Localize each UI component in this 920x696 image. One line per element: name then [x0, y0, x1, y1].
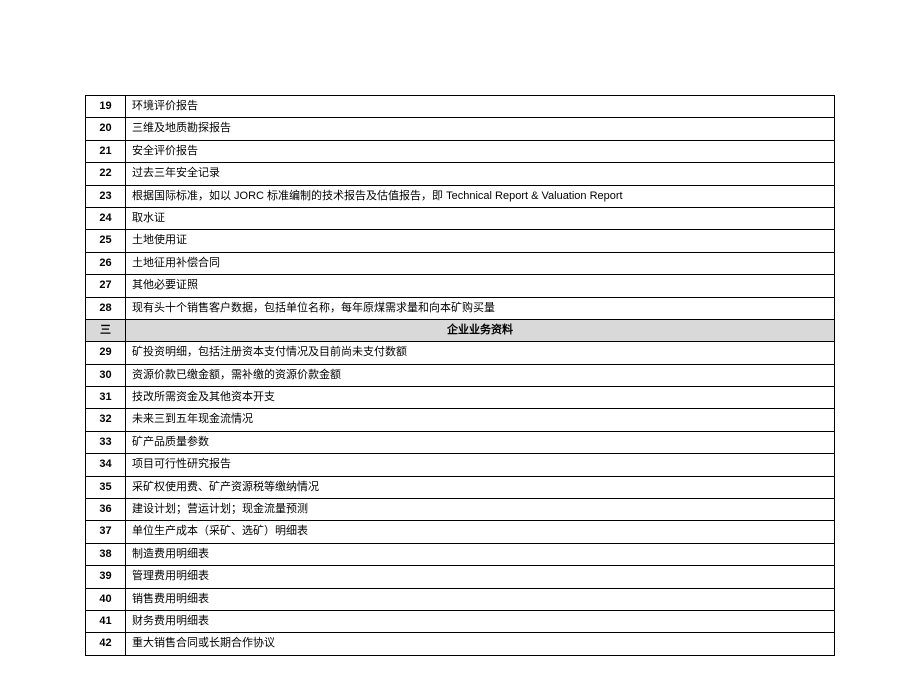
- table-row: 37单位生产成本（采矿、选矿）明细表: [86, 521, 835, 543]
- row-content: 未来三到五年现金流情况: [126, 409, 835, 431]
- table-row: 30资源价款已缴金额，需补缴的资源价款金额: [86, 364, 835, 386]
- table-row: 31技改所需资金及其他资本开支: [86, 387, 835, 409]
- row-content: 资源价款已缴金额，需补缴的资源价款金额: [126, 364, 835, 386]
- row-content: 根据国际标准，如以 JORC 标准编制的技术报告及估值报告，即 Technica…: [126, 185, 835, 207]
- table-row: 24取水证: [86, 207, 835, 229]
- row-content: 财务费用明细表: [126, 610, 835, 632]
- row-content: 环境评价报告: [126, 96, 835, 118]
- row-number: 42: [86, 633, 126, 655]
- table-row: 32未来三到五年现金流情况: [86, 409, 835, 431]
- table-row: 36建设计划；营运计划；现金流量预测: [86, 499, 835, 521]
- row-number: 23: [86, 185, 126, 207]
- row-content: 土地使用证: [126, 230, 835, 252]
- table-row: 34项目可行性研究报告: [86, 454, 835, 476]
- row-number: 28: [86, 297, 126, 319]
- row-number: 29: [86, 342, 126, 364]
- row-content: 技改所需资金及其他资本开支: [126, 387, 835, 409]
- table-row: 41财务费用明细表: [86, 610, 835, 632]
- row-number: 36: [86, 499, 126, 521]
- row-number: 38: [86, 543, 126, 565]
- row-content: 过去三年安全记录: [126, 163, 835, 185]
- row-content: 安全评价报告: [126, 140, 835, 162]
- table-row: 39管理费用明细表: [86, 566, 835, 588]
- document-table: 19环境评价报告20三维及地质勘探报告21安全评价报告22过去三年安全记录23根…: [85, 95, 835, 656]
- row-content: 销售费用明细表: [126, 588, 835, 610]
- row-number: 26: [86, 252, 126, 274]
- row-number: 40: [86, 588, 126, 610]
- section-number: 三: [86, 319, 126, 341]
- row-content: 采矿权使用费、矿产资源税等缴纳情况: [126, 476, 835, 498]
- table-row: 38制造费用明细表: [86, 543, 835, 565]
- table-row: 25土地使用证: [86, 230, 835, 252]
- table-row: 27其他必要证照: [86, 275, 835, 297]
- row-number: 41: [86, 610, 126, 632]
- row-content: 矿投资明细，包括注册资本支付情况及目前尚未支付数额: [126, 342, 835, 364]
- row-number: 39: [86, 566, 126, 588]
- table-row: 28现有头十个销售客户数据，包括单位名称，每年原煤需求量和向本矿购买量: [86, 297, 835, 319]
- row-number: 35: [86, 476, 126, 498]
- row-content: 项目可行性研究报告: [126, 454, 835, 476]
- row-content: 矿产品质量参数: [126, 431, 835, 453]
- row-content: 三维及地质勘探报告: [126, 118, 835, 140]
- row-number: 27: [86, 275, 126, 297]
- table-row: 21安全评价报告: [86, 140, 835, 162]
- table-row: 19环境评价报告: [86, 96, 835, 118]
- table-row: 33矿产品质量参数: [86, 431, 835, 453]
- table-row: 三企业业务资料: [86, 319, 835, 341]
- row-number: 19: [86, 96, 126, 118]
- row-content: 取水证: [126, 207, 835, 229]
- row-content: 管理费用明细表: [126, 566, 835, 588]
- table-body: 19环境评价报告20三维及地质勘探报告21安全评价报告22过去三年安全记录23根…: [86, 96, 835, 656]
- row-number: 24: [86, 207, 126, 229]
- row-number: 20: [86, 118, 126, 140]
- table-row: 29矿投资明细，包括注册资本支付情况及目前尚未支付数额: [86, 342, 835, 364]
- table-row: 23根据国际标准，如以 JORC 标准编制的技术报告及估值报告，即 Techni…: [86, 185, 835, 207]
- table-row: 40销售费用明细表: [86, 588, 835, 610]
- table-row: 42重大销售合同或长期合作协议: [86, 633, 835, 655]
- row-content: 制造费用明细表: [126, 543, 835, 565]
- row-content: 现有头十个销售客户数据，包括单位名称，每年原煤需求量和向本矿购买量: [126, 297, 835, 319]
- row-content: 其他必要证照: [126, 275, 835, 297]
- row-number: 34: [86, 454, 126, 476]
- row-number: 32: [86, 409, 126, 431]
- row-content: 单位生产成本（采矿、选矿）明细表: [126, 521, 835, 543]
- table-row: 20三维及地质勘探报告: [86, 118, 835, 140]
- row-content: 重大销售合同或长期合作协议: [126, 633, 835, 655]
- row-number: 31: [86, 387, 126, 409]
- table-row: 26土地征用补偿合同: [86, 252, 835, 274]
- row-number: 21: [86, 140, 126, 162]
- section-title: 企业业务资料: [126, 319, 835, 341]
- table-row: 22过去三年安全记录: [86, 163, 835, 185]
- row-number: 33: [86, 431, 126, 453]
- row-number: 37: [86, 521, 126, 543]
- row-content: 土地征用补偿合同: [126, 252, 835, 274]
- table-row: 35采矿权使用费、矿产资源税等缴纳情况: [86, 476, 835, 498]
- row-number: 25: [86, 230, 126, 252]
- row-number: 22: [86, 163, 126, 185]
- row-content: 建设计划；营运计划；现金流量预测: [126, 499, 835, 521]
- row-number: 30: [86, 364, 126, 386]
